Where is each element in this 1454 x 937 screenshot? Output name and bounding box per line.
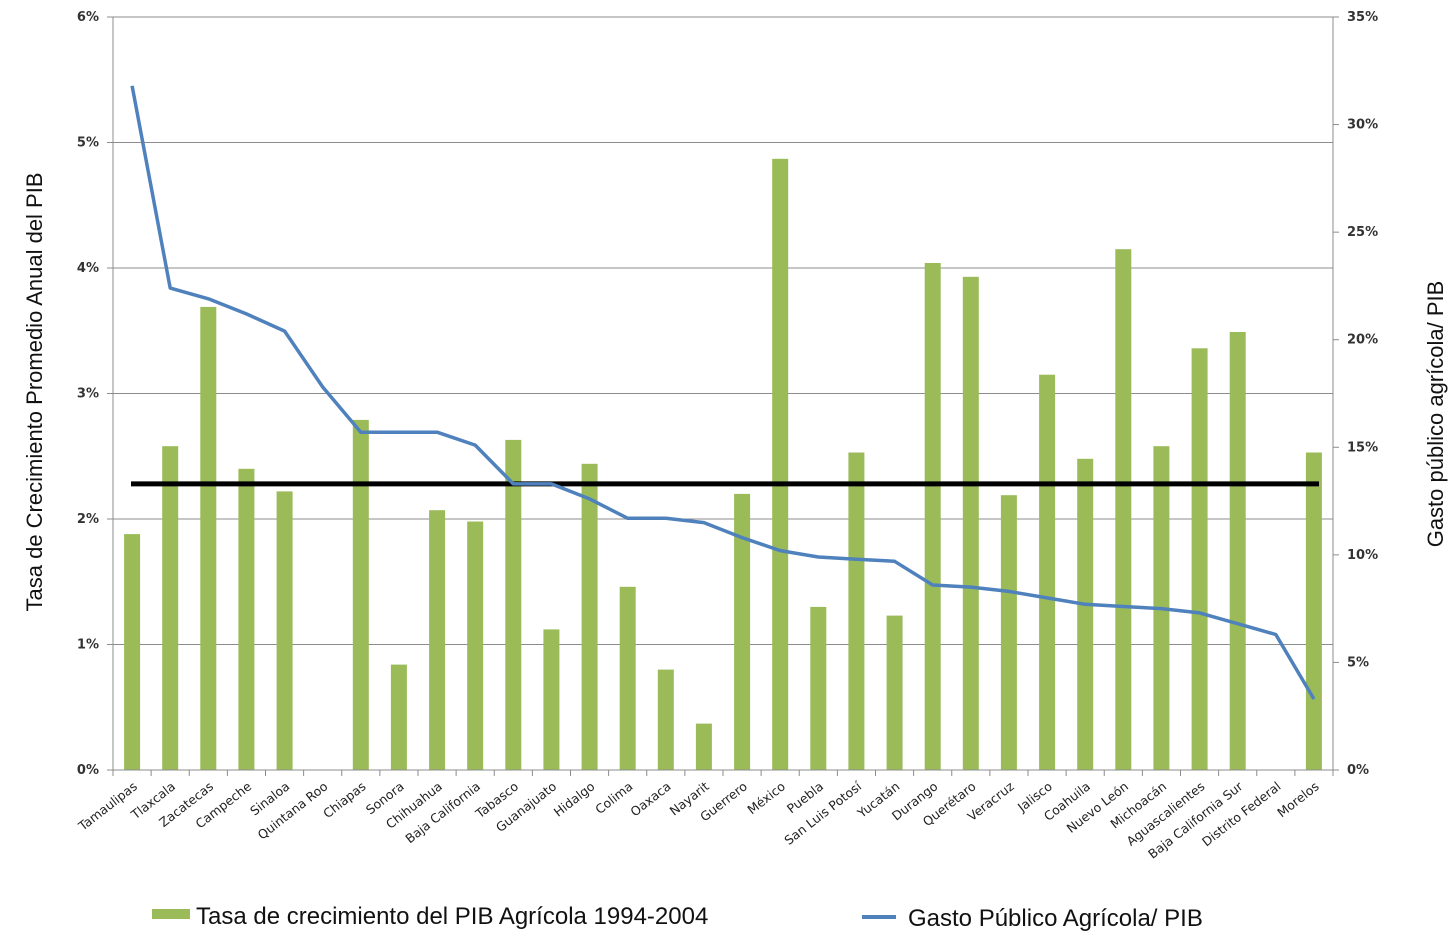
- right-axis-title: Gasto público agrícola/ PIB: [1423, 281, 1448, 548]
- bar: [1191, 348, 1208, 770]
- x-tick-label: Morelos: [1274, 779, 1322, 821]
- bar: [581, 463, 598, 770]
- bar: [162, 446, 179, 770]
- bar: [962, 276, 979, 770]
- bar: [848, 452, 865, 770]
- bar: [543, 629, 560, 770]
- bar: [276, 491, 293, 770]
- x-tick-label: Hidalgo: [551, 779, 598, 820]
- bar: [238, 468, 255, 770]
- y2-tick-label: 0%: [1347, 763, 1369, 778]
- bar: [505, 439, 522, 770]
- y-tick-label: 3%: [77, 387, 99, 402]
- bar: [657, 669, 674, 770]
- x-tick-label: Tamaulipas: [75, 779, 140, 835]
- bar: [695, 723, 712, 770]
- bar: [886, 615, 903, 770]
- bar: [352, 419, 369, 770]
- right-axis-ticks: 0% 5% 10% 15% 20% 25% 30% 35%: [1333, 10, 1378, 778]
- left-axis-title: Tasa de Crecimiento Promedio Anual del P…: [22, 172, 47, 611]
- left-axis-ticks: 0% 1% 2% 3% 4% 5% 6%: [77, 10, 113, 778]
- bar: [1039, 374, 1056, 770]
- bar: [200, 306, 217, 770]
- legend-swatch-bars: [152, 909, 190, 919]
- y-tick-label: 6%: [77, 10, 99, 25]
- bar: [734, 493, 751, 770]
- bar: [1115, 249, 1132, 770]
- y2-tick-label: 25%: [1347, 225, 1378, 240]
- bar: [1229, 332, 1246, 770]
- legend-label-line: Gasto Público Agrícola/ PIB: [908, 905, 1203, 932]
- bar: [619, 586, 636, 770]
- bar: [772, 158, 789, 771]
- bar: [1000, 495, 1017, 770]
- x-tick-label: Chiapas: [320, 779, 369, 822]
- x-tick-label: Oaxaca: [627, 779, 673, 820]
- legend-label-bars: Tasa de crecimiento del PIB Agrícola 199…: [196, 903, 708, 930]
- line-series: [130, 85, 1316, 700]
- bar: [1305, 452, 1322, 770]
- bar: [810, 606, 827, 770]
- y-tick-label: 1%: [77, 638, 99, 653]
- y2-tick-label: 35%: [1347, 10, 1378, 25]
- bar: [429, 510, 446, 770]
- y2-tick-label: 10%: [1347, 548, 1378, 563]
- x-tick-label: México: [744, 779, 788, 818]
- bar: [924, 263, 941, 770]
- bar: [124, 534, 141, 770]
- y2-tick-label: 30%: [1347, 118, 1378, 133]
- bar: [390, 664, 407, 770]
- legend: Tasa de crecimiento del PIB Agrícola 199…: [152, 903, 1203, 932]
- y-tick-label: 5%: [77, 136, 99, 151]
- y2-tick-label: 20%: [1347, 333, 1378, 348]
- y-tick-label: 0%: [77, 763, 99, 778]
- line-series-path: [130, 85, 1316, 700]
- gridlines: [113, 16, 1333, 645]
- y-tick-label: 2%: [77, 512, 99, 527]
- y2-tick-label: 15%: [1347, 440, 1378, 455]
- bar: [1077, 458, 1094, 770]
- y2-tick-label: 5%: [1347, 655, 1369, 670]
- bar: [467, 521, 484, 770]
- y-tick-label: 4%: [77, 261, 99, 276]
- bar-series: [124, 158, 1322, 771]
- category-labels: TamaulipasTlaxcalaZacatecasCampecheSinal…: [75, 770, 1334, 862]
